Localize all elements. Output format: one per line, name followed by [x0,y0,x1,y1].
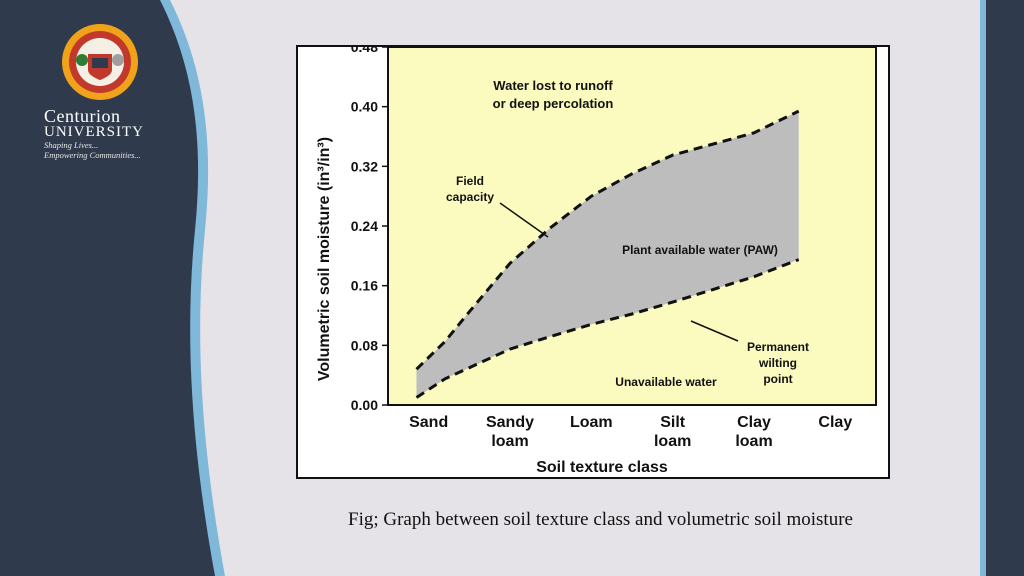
wilting-point-line [415,258,800,399]
soil-moisture-chart: 0.00 0.08 0.16 0.24 0.32 0.40 0.48 Sand Sandy lo… [316,39,877,476]
annotation-paw: Plant available water (PAW) [622,243,778,257]
y-tick-label: 0.00 [351,397,378,413]
annotation-runoff-line2: or deep percolation [493,96,614,111]
y-tick-label: 0.48 [351,47,378,55]
field-capacity-line [415,109,800,371]
annotation-runoff-line1: Water lost to runoff [493,78,613,93]
annotation-pwp-line3: point [763,372,792,386]
x-axis-ticks: Sand Sandy loam Loam Silt loam Clay loam Clay [409,414,852,450]
annotation-pwp-line2: wilting [758,356,797,370]
y-tick-label: 0.24 [351,218,378,234]
x-tick-label: Silt loam [654,414,691,450]
fc-pointer [499,202,549,238]
y-tick-label: 0.16 [351,278,378,294]
paw-area [416,111,799,398]
annotation-fc-line1: Field [456,174,484,188]
right-bar [986,0,1024,576]
x-tick-label: Loam [570,414,613,431]
x-axis-label: Soil texture class [536,459,668,476]
brand-university: UNIVERSITY [44,124,144,140]
brand-name: Centurion [44,106,121,126]
left-panel-background [0,0,225,576]
x-tick-label: Clay loam [735,414,772,450]
chart-frame: 0.00 0.08 0.16 0.24 0.32 0.40 0.48 Sand Sandy lo… [296,39,890,479]
university-logo [62,24,138,100]
y-tick-label: 0.08 [351,337,378,353]
annotation-unavailable: Unavailable water [615,375,717,389]
x-tick-label: Clay [818,414,852,431]
y-axis-ticks: 0.00 0.08 0.16 0.24 0.32 0.40 0.48 [351,39,388,413]
y-axis-label: Volumetric soil moisture (in³/in³) [316,137,333,381]
university-brand: Centurion UNIVERSITY Shaping Lives... Em… [44,106,224,160]
annotation-fc-line2: capacity [446,190,494,204]
y-tick-label: 0.40 [351,99,378,115]
x-tick-label: Sandy loam [486,414,534,450]
right-accent-stripe [980,0,986,576]
x-tick-label: Sand [409,414,448,431]
brand-tagline-1: Shaping Lives... [44,140,99,150]
y-tick-label: 0.32 [351,158,378,174]
brand-tagline-2: Empowering Communities... [44,150,141,160]
annotation-pwp-line1: Permanent [747,340,809,354]
pwp-pointer [690,320,739,342]
figure-caption: Fig; Graph between soil texture class an… [348,509,853,530]
